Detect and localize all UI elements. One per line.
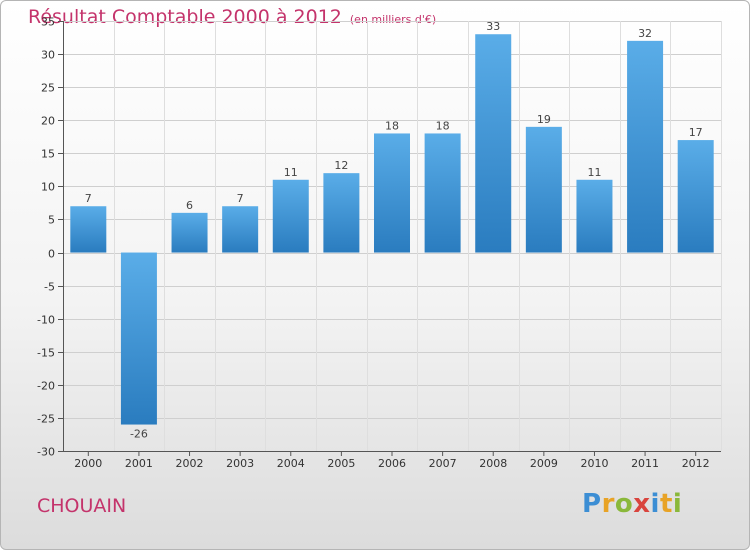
logo-letter: i xyxy=(650,489,660,519)
y-tick-label: 35 xyxy=(41,16,55,29)
bars xyxy=(70,34,714,425)
data-label: -26 xyxy=(130,428,148,441)
x-tick-label: 2007 xyxy=(429,457,457,470)
x-tick-label: 2008 xyxy=(479,457,507,470)
x-tick-label: 2010 xyxy=(580,457,608,470)
data-label: 18 xyxy=(385,119,399,132)
data-label: 33 xyxy=(486,20,500,33)
y-tick-label: 20 xyxy=(41,115,55,128)
x-tick-label: 2012 xyxy=(682,457,710,470)
x-tick-label: 2009 xyxy=(530,457,558,470)
x-tick-label: 2002 xyxy=(176,457,204,470)
bar xyxy=(475,34,512,253)
proxiti-logo: Proxiti xyxy=(582,489,682,519)
data-label: 17 xyxy=(689,126,703,139)
data-label: 7 xyxy=(237,192,244,205)
logo-letter: t xyxy=(659,489,673,519)
bar xyxy=(576,179,613,253)
y-tick-label: 10 xyxy=(41,181,55,194)
bar xyxy=(677,140,714,253)
bar xyxy=(424,133,461,253)
x-tick-label: 2006 xyxy=(378,457,406,470)
bar xyxy=(323,173,360,253)
y-tick-label: -15 xyxy=(37,347,55,360)
y-tick-label: 5 xyxy=(48,214,55,227)
labels: 7 -26 6 7 11 12 18 18 33 19 11 32 17 xyxy=(85,20,703,440)
y-tick-label: -30 xyxy=(37,446,55,459)
y-tick-label: -25 xyxy=(37,413,55,426)
x-tick-label: 2005 xyxy=(327,457,355,470)
x-tick-label: 2003 xyxy=(226,457,254,470)
bar xyxy=(120,252,157,425)
x-tick-label: 2004 xyxy=(277,457,305,470)
x-tick-label: 2001 xyxy=(125,457,153,470)
commune-name: CHOUAIN xyxy=(37,495,127,517)
bar xyxy=(627,40,664,253)
title-main: Résultat Comptable 2000 à 2012 xyxy=(28,6,342,28)
data-label: 6 xyxy=(186,199,193,212)
logo-letter: i xyxy=(672,489,683,519)
x-tick-label: 2000 xyxy=(74,457,102,470)
data-label: 18 xyxy=(436,119,450,132)
bar xyxy=(272,179,309,253)
chart-title: Résultat Comptable 2000 à 2012 (en millie… xyxy=(28,6,436,28)
logo-letter: x xyxy=(633,489,651,519)
data-label: 12 xyxy=(334,159,348,172)
bar xyxy=(70,206,107,253)
logo-letter: P xyxy=(582,489,602,519)
y-tick-label: 15 xyxy=(41,148,55,161)
y-tick-label: 0 xyxy=(48,248,55,261)
y-tick-label: -20 xyxy=(37,380,55,393)
logo-letter: r xyxy=(601,489,615,519)
bar xyxy=(222,206,259,253)
bar xyxy=(374,133,410,253)
bar xyxy=(525,126,562,253)
data-label: 7 xyxy=(85,192,92,205)
axes: 35 30 25 20 15 10 5 0 -5 -10 -15 -20 -25 -30 2000 2001 2… xyxy=(37,16,721,470)
title-subtitle: (en milliers d'€) xyxy=(349,13,437,26)
x-tick-label: 2011 xyxy=(631,457,659,470)
data-label: 11 xyxy=(284,166,298,179)
y-tick-label: -5 xyxy=(44,281,55,294)
bar xyxy=(171,212,208,253)
y-tick-label: 25 xyxy=(41,82,55,95)
data-label: 11 xyxy=(587,166,601,179)
data-label: 19 xyxy=(537,113,551,126)
logo-letter: o xyxy=(614,489,634,519)
data-label: 32 xyxy=(638,27,652,40)
y-tick-label: 30 xyxy=(41,49,55,62)
y-tick-label: -10 xyxy=(37,314,55,327)
